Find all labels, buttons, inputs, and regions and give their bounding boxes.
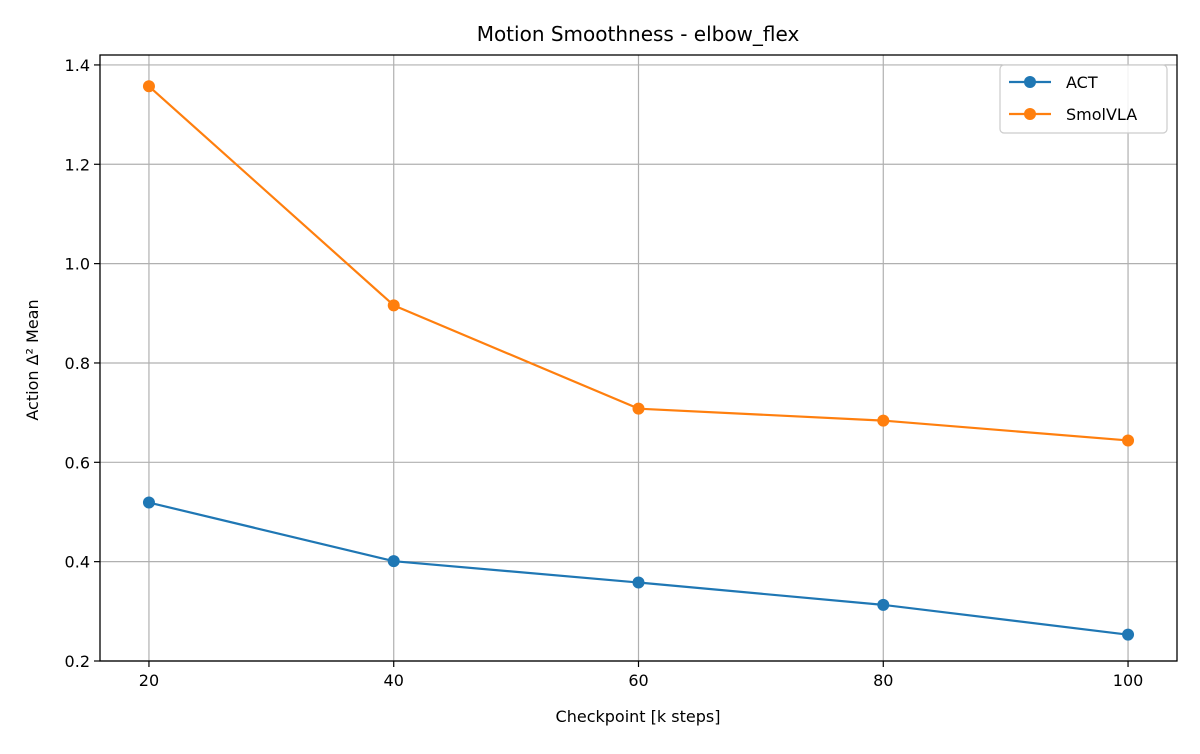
- legend-label: ACT: [1066, 73, 1098, 92]
- y-tick-label: 1.0: [65, 255, 90, 274]
- data-point: [387, 299, 400, 312]
- data-point: [387, 555, 400, 568]
- x-axis-label: Checkpoint [k steps]: [556, 707, 721, 726]
- y-axis-ticks: 0.2 0.4 0.6 0.8 1.0 1.2 1.4: [65, 56, 100, 671]
- chart-title: Motion Smoothness - elbow_flex: [477, 22, 800, 46]
- legend-label: SmolVLA: [1066, 105, 1137, 124]
- legend-marker: [1024, 108, 1036, 120]
- legend-marker: [1024, 76, 1036, 88]
- data-point: [142, 80, 155, 93]
- x-axis-ticks: 20 40 60 80 100: [139, 661, 1144, 690]
- y-tick-label: 0.8: [65, 354, 90, 373]
- legend: ACT SmolVLA: [999, 64, 1168, 134]
- legend-item-act: ACT: [1009, 73, 1098, 92]
- data-point: [877, 598, 890, 611]
- x-tick-label: 80: [873, 671, 893, 690]
- x-tick-label: 60: [628, 671, 648, 690]
- y-axis-label: Action Δ² Mean: [23, 299, 42, 420]
- series-act: [142, 496, 1135, 641]
- data-point: [142, 496, 155, 509]
- data-point: [1122, 434, 1135, 447]
- data-point: [632, 576, 645, 589]
- y-tick-label: 0.4: [65, 553, 90, 572]
- x-tick-label: 20: [139, 671, 159, 690]
- y-tick-label: 1.2: [65, 155, 90, 174]
- data-point: [1122, 628, 1135, 641]
- legend-item-smolvla: SmolVLA: [1009, 105, 1137, 124]
- y-tick-label: 1.4: [65, 56, 90, 75]
- x-tick-label: 40: [384, 671, 404, 690]
- grid-lines: [100, 55, 1177, 662]
- y-tick-label: 0.6: [65, 453, 90, 472]
- series-layer: [142, 80, 1135, 641]
- data-point: [632, 402, 645, 415]
- data-point: [877, 414, 890, 427]
- x-tick-label: 100: [1113, 671, 1144, 690]
- series-smolvla: [142, 80, 1135, 447]
- y-tick-label: 0.2: [65, 652, 90, 671]
